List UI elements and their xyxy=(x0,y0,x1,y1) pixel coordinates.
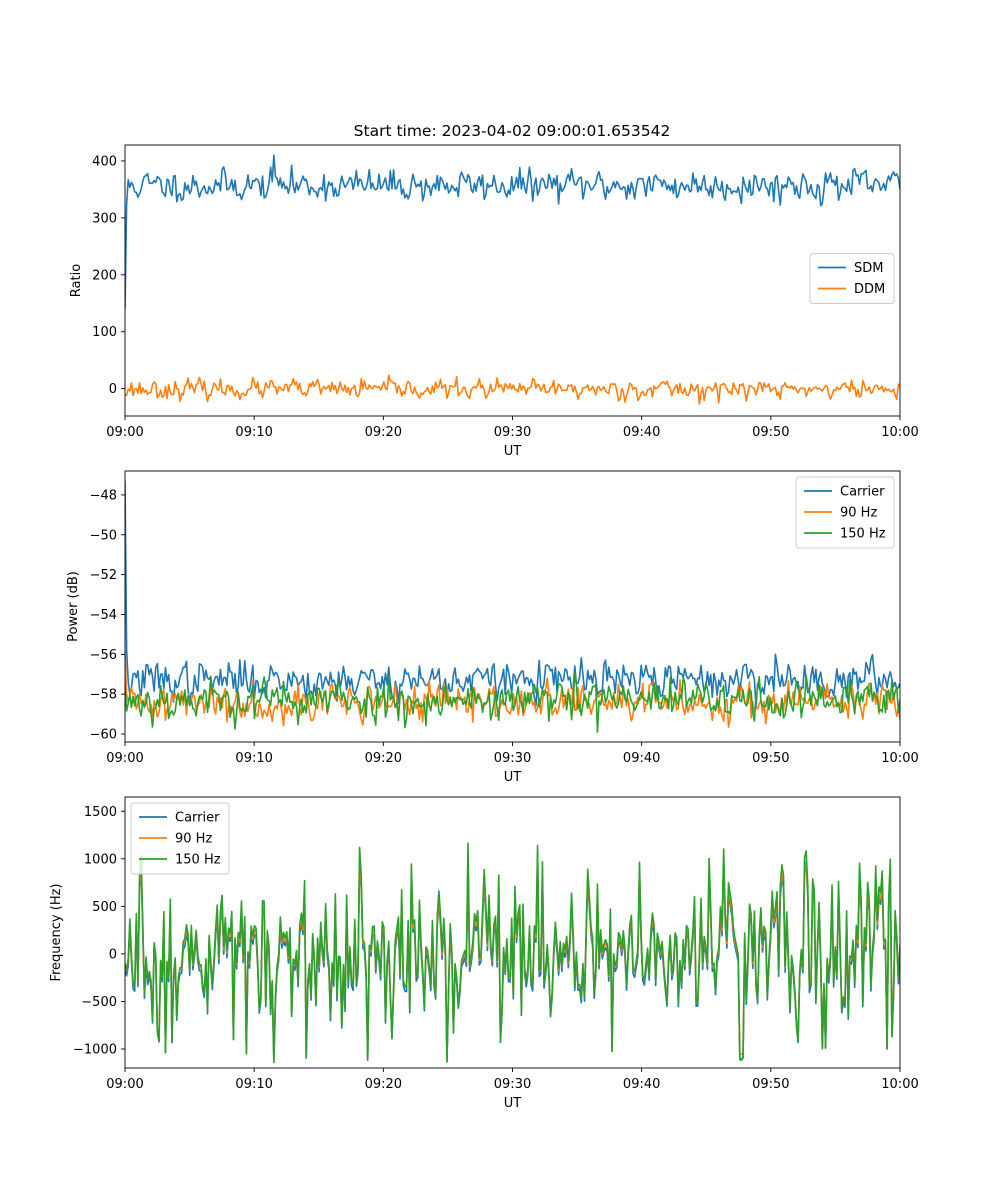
x-tick-label: 10:00 xyxy=(881,1077,918,1092)
y-axis-label: Ratio xyxy=(69,264,84,297)
x-tick-label: 09:00 xyxy=(106,1077,143,1092)
legend: Carrier 90 Hz 150 Hz xyxy=(795,476,895,549)
y-tick-label: 200 xyxy=(92,268,117,283)
y-tick-label: −60 xyxy=(90,728,117,743)
x-tick-label: 09:50 xyxy=(752,751,789,766)
x-tick-label: 09:00 xyxy=(106,425,143,440)
x-tick-label: 09:00 xyxy=(106,751,143,766)
legend-label: Carrier xyxy=(175,811,220,826)
series-group xyxy=(125,154,900,405)
x-tick-label: 09:30 xyxy=(494,751,531,766)
y-tick-label: −58 xyxy=(90,688,117,703)
y-tick-label: 1000 xyxy=(84,852,117,867)
x-tick-label: 09:30 xyxy=(494,425,531,440)
x-tick-label: 09:10 xyxy=(235,425,272,440)
x-tick-label: 09:40 xyxy=(623,1077,660,1092)
series-group xyxy=(125,842,900,1064)
legend-label: 90 Hz xyxy=(175,832,212,847)
series-line-ddm xyxy=(125,374,900,405)
legend-box xyxy=(795,476,895,549)
x-tick-label: 09:40 xyxy=(623,751,660,766)
x-tick-label: 09:20 xyxy=(365,425,402,440)
y-tick-label: −1000 xyxy=(73,1042,117,1057)
legend-label: 90 Hz xyxy=(840,506,877,521)
y-tick-label: 400 xyxy=(92,154,117,169)
x-tick-label: 09:10 xyxy=(235,1077,272,1092)
panel-3: 09:00 09:10 09:20 09:30 09:40 09:50 10:00 −1000… xyxy=(49,796,919,1111)
y-axis-label: Power (dB) xyxy=(66,571,81,642)
x-tick-label: 09:40 xyxy=(623,425,660,440)
legend-label: DDM xyxy=(854,282,885,297)
panel-2: 09:00 09:10 09:20 09:30 09:40 09:50 10:00 −60 −5… xyxy=(66,470,919,785)
y-tick-label: −48 xyxy=(90,488,117,503)
x-tick-label: 09:50 xyxy=(752,1077,789,1092)
y-tick-label: 500 xyxy=(92,900,117,915)
x-tick-label: 10:00 xyxy=(881,425,918,440)
y-tick-label: −500 xyxy=(81,995,117,1010)
x-axis-label: UT xyxy=(504,444,522,459)
series-line-150-hz xyxy=(125,672,900,733)
x-tick-label: 09:10 xyxy=(235,751,272,766)
y-axis-label: Frequency (Hz) xyxy=(49,883,64,981)
y-tick-label: −54 xyxy=(90,608,117,623)
series-line-carrier xyxy=(125,480,900,709)
y-tick-label: 1500 xyxy=(84,805,117,820)
legend-label: SDM xyxy=(854,261,883,276)
series-group xyxy=(125,480,900,733)
legend: SDM DDM xyxy=(809,253,895,304)
x-tick-label: 09:50 xyxy=(752,425,789,440)
legend-label: 150 Hz xyxy=(175,853,221,868)
legend-label: 150 Hz xyxy=(840,527,886,542)
y-tick-label: 0 xyxy=(109,382,117,397)
legend-box xyxy=(809,253,895,304)
series-line-sdm xyxy=(125,154,900,309)
y-tick-label: 0 xyxy=(109,947,117,962)
y-tick-label: 300 xyxy=(92,211,117,226)
legend-box xyxy=(130,802,230,875)
chart-title: Start time: 2023-04-02 09:00:01.653542 xyxy=(354,122,671,140)
x-tick-label: 09:20 xyxy=(365,1077,402,1092)
x-tick-label: 09:30 xyxy=(494,1077,531,1092)
series-line-150-hz xyxy=(125,842,900,1064)
panel-1: 09:00 09:10 09:20 09:30 09:40 09:50 10:00 0 100 2… xyxy=(69,144,919,459)
x-axis-label: UT xyxy=(504,770,522,785)
y-tick-label: −52 xyxy=(90,568,117,583)
y-tick-label: 100 xyxy=(92,325,117,340)
legend-label: Carrier xyxy=(840,485,885,500)
y-tick-label: −56 xyxy=(90,648,117,663)
x-axis-label: UT xyxy=(504,1096,522,1111)
x-tick-label: 10:00 xyxy=(881,751,918,766)
x-tick-label: 09:20 xyxy=(365,751,402,766)
legend: Carrier 90 Hz 150 Hz xyxy=(130,802,230,875)
y-tick-label: −50 xyxy=(90,528,117,543)
